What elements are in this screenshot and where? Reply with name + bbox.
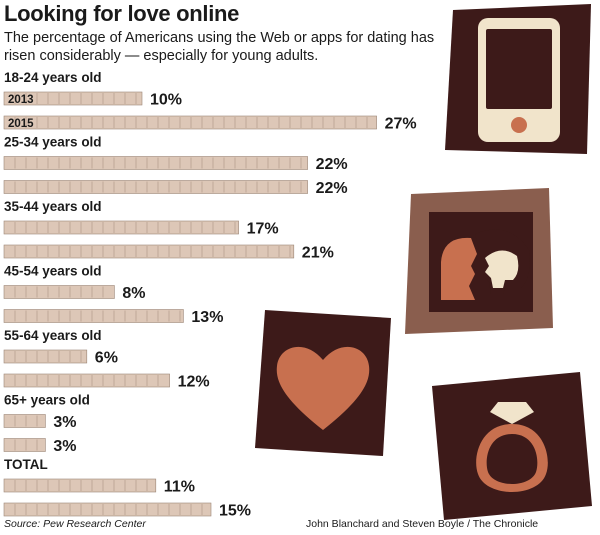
bar [3, 115, 377, 130]
value-label: 15% [219, 503, 251, 520]
group-label: 35-44 years old [4, 199, 102, 214]
value-label: 13% [191, 309, 223, 326]
chart-title: Looking for love online [4, 1, 240, 26]
bar [3, 373, 170, 388]
value-label: 8% [122, 285, 145, 302]
value-label: 22% [316, 156, 348, 173]
group-label: 55-64 years old [4, 328, 102, 343]
value-label: 22% [316, 180, 348, 197]
group-label: 65+ years old [4, 393, 90, 408]
value-label: 10% [150, 92, 182, 109]
series-label: 2013 [8, 94, 34, 106]
value-label: 27% [385, 116, 417, 133]
bar [3, 91, 143, 106]
heart-icon [255, 310, 391, 456]
value-label: 12% [178, 374, 210, 391]
bar [3, 438, 46, 452]
ring-icon [432, 372, 592, 520]
value-label: 3% [53, 438, 76, 455]
bar [3, 349, 88, 364]
series-label: 2015 [8, 118, 34, 130]
group-label: 25-34 years old [4, 135, 102, 150]
bar [3, 244, 295, 259]
bar [3, 156, 308, 170]
value-label: 3% [53, 414, 76, 431]
bar [3, 180, 308, 194]
bar [3, 478, 157, 493]
value-label: 11% [164, 479, 195, 496]
credit-note: John Blanchard and Steven Boyle / The Ch… [306, 518, 539, 530]
bar [3, 220, 239, 235]
bar [3, 414, 46, 428]
value-label: 21% [302, 245, 334, 262]
smartphone-icon [445, 4, 591, 154]
bar [3, 502, 212, 517]
group-label: 18-24 years old [4, 70, 102, 85]
chart-subtitle: The percentage of Americans using the We… [4, 30, 435, 64]
value-label: 17% [247, 221, 279, 238]
group-label: 45-54 years old [4, 264, 102, 279]
bar [3, 309, 184, 323]
source-note: Source: Pew Research Center [4, 518, 146, 530]
couple-kiss-icon [405, 188, 553, 334]
value-label: 6% [95, 350, 118, 367]
group-label: TOTAL [4, 457, 48, 472]
